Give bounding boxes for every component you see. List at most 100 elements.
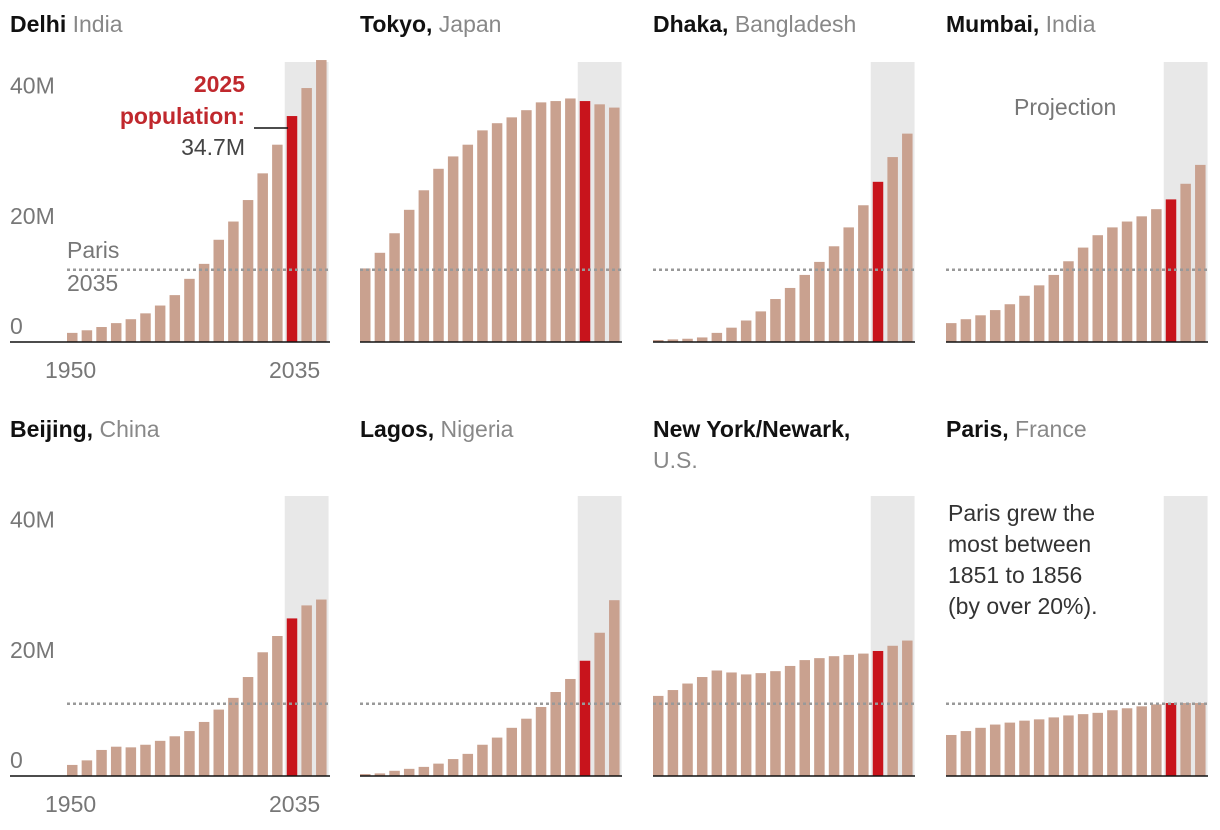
city-name: Mumbai, (946, 11, 1039, 37)
city-name: Dhaka, (653, 11, 728, 37)
bar (477, 744, 488, 776)
country-name: U.S. (653, 447, 698, 473)
bar (1048, 717, 1060, 776)
city-name: Beijing, (10, 416, 93, 442)
bar (1136, 216, 1147, 342)
bar (213, 709, 224, 776)
bar (784, 287, 796, 342)
bar (213, 239, 224, 342)
annotation-2025-line1: 2025 (194, 71, 245, 97)
bar (521, 718, 532, 776)
bar (462, 753, 474, 776)
bar (960, 731, 972, 776)
x-tick-label-start: 1950 (45, 791, 96, 817)
bar (433, 763, 444, 776)
bar (81, 760, 93, 776)
country-name: Japan (432, 11, 501, 37)
bar (374, 252, 386, 342)
panel-title: Delhi India (10, 11, 123, 37)
bar-2025 (872, 181, 884, 342)
panel-title: Lagos, Nigeria (360, 416, 514, 442)
bar-2025 (579, 101, 591, 343)
bar (1004, 722, 1016, 776)
bar-2025 (1165, 703, 1177, 776)
bar (989, 724, 1001, 776)
bar (887, 157, 898, 342)
panels-group: Delhi India 40M 20M 0 1950 2035 Paris 2035 2025 p… (10, 11, 1208, 817)
y-tick-label: 20M (10, 203, 55, 229)
bar (535, 102, 547, 342)
bar (609, 600, 620, 776)
bar (711, 670, 723, 776)
bar (360, 774, 371, 776)
bar (169, 736, 181, 776)
bar (154, 740, 166, 776)
bar (81, 330, 93, 342)
bar (154, 305, 166, 342)
bar (1004, 304, 1016, 342)
panel-dhaka: Dhaka, Bangladesh (653, 11, 915, 343)
bar (814, 261, 825, 342)
country-name: India (1039, 11, 1095, 37)
bar (535, 706, 547, 776)
country-name: India (66, 11, 122, 37)
bar (682, 683, 693, 776)
bar (198, 721, 210, 776)
bar (1063, 261, 1074, 342)
city-name: Delhi (10, 11, 66, 37)
bar (682, 338, 693, 342)
bar (858, 653, 869, 776)
bar (1077, 247, 1089, 342)
city-name: New York/Newark, (653, 416, 850, 442)
bar-2025 (872, 650, 884, 776)
bar (858, 205, 869, 342)
city-name: Paris, (946, 416, 1009, 442)
bar (1121, 708, 1133, 776)
projection-label: Projection (1014, 94, 1116, 120)
y-tick-label: 0 (10, 747, 23, 773)
panel-title: Dhaka, Bangladesh (653, 11, 856, 37)
y-tick-label: 40M (10, 73, 55, 99)
bar (242, 677, 254, 776)
bar (1136, 706, 1147, 776)
bar (843, 654, 854, 776)
bar (755, 311, 767, 342)
bar (301, 605, 312, 776)
bar (1121, 221, 1133, 342)
country-name: Bangladesh (728, 11, 856, 37)
bar (96, 749, 107, 776)
bar (770, 299, 781, 342)
paris-note-line: (by over 20%). (948, 593, 1098, 619)
bar (843, 227, 854, 342)
bar (1180, 183, 1191, 342)
panel-title: New York/Newark, (653, 416, 850, 442)
country-name: France (1009, 416, 1087, 442)
bar (726, 327, 737, 342)
bar (828, 246, 840, 342)
bar (316, 60, 327, 343)
bar (902, 640, 913, 776)
bar (301, 88, 312, 342)
bar (550, 101, 561, 343)
bar (1151, 704, 1162, 776)
bar (784, 665, 796, 776)
bar (272, 144, 283, 342)
bar (184, 278, 195, 342)
bar (521, 110, 532, 343)
bar (1180, 703, 1191, 776)
bar (1048, 274, 1060, 342)
reference-label-line1: Paris (67, 237, 119, 263)
city-name: Tokyo, (360, 11, 432, 37)
panel-paris: Paris, France Paris grew the most between 1… (946, 416, 1208, 777)
y-tick-label: 0 (10, 313, 23, 339)
bar (946, 323, 957, 342)
bar (433, 168, 444, 342)
bar (1019, 720, 1030, 776)
bar (975, 315, 986, 342)
bar (740, 674, 752, 776)
panel-title: Paris, France (946, 416, 1087, 442)
bar (316, 599, 327, 776)
bar (594, 632, 605, 776)
bar (491, 737, 503, 776)
bar (447, 156, 459, 342)
